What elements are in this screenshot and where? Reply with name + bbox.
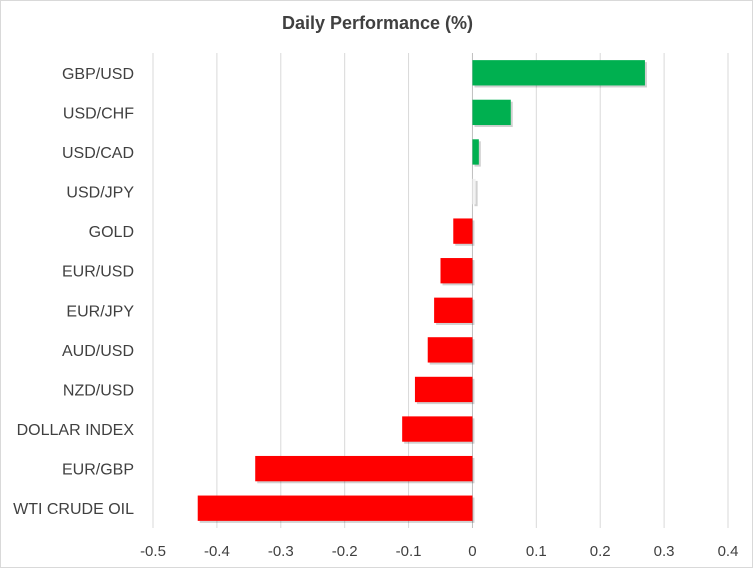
category-label: GBP/USD [62,66,134,83]
bar-shadow-3 [474,180,478,207]
x-tick-label: 0.4 [718,543,739,560]
bar-eur-gbp [255,455,473,482]
x-tick-label: -0.3 [268,543,294,560]
category-label: USD/CAD [62,145,134,162]
category-label: WTI CRUDE OIL [13,501,134,518]
bar-nzd-usd [414,376,473,403]
bar-gbp-usd [472,60,645,86]
x-tick-label: -0.4 [204,543,230,560]
x-tick-label: 0.3 [654,543,675,560]
bar-dollar-index [402,416,473,442]
x-tick-label: -0.1 [396,543,422,560]
x-tick-label: 0 [468,543,476,560]
category-label: DOLLAR INDEX [17,422,135,439]
chart-title: Daily Performance (%) [281,13,474,33]
category-label: GOLD [89,224,134,241]
bar-usd-jpy [472,178,476,205]
category-label: AUD/USD [62,343,134,360]
category-label: EUR/USD [62,264,134,281]
bar-usd-chf [472,99,511,126]
bar-wti-crude-oil [197,495,473,521]
bar-aud-usd [427,337,473,363]
category-label: USD/CHF [63,105,134,122]
bar-usd-cad [472,139,479,165]
bar-eur-jpy [434,297,473,323]
x-tick-label: -0.2 [332,543,358,560]
category-label: USD/JPY [66,185,134,202]
x-tick-label: 0.2 [590,543,611,560]
bar-gold [453,218,473,244]
bar-eur-usd [440,258,473,284]
category-label: EUR/GBP [62,462,134,479]
category-label: EUR/JPY [66,303,134,320]
x-tick-label: 0.1 [526,543,547,560]
x-tick-label: -0.5 [140,543,166,560]
category-label: NZD/USD [63,382,134,399]
